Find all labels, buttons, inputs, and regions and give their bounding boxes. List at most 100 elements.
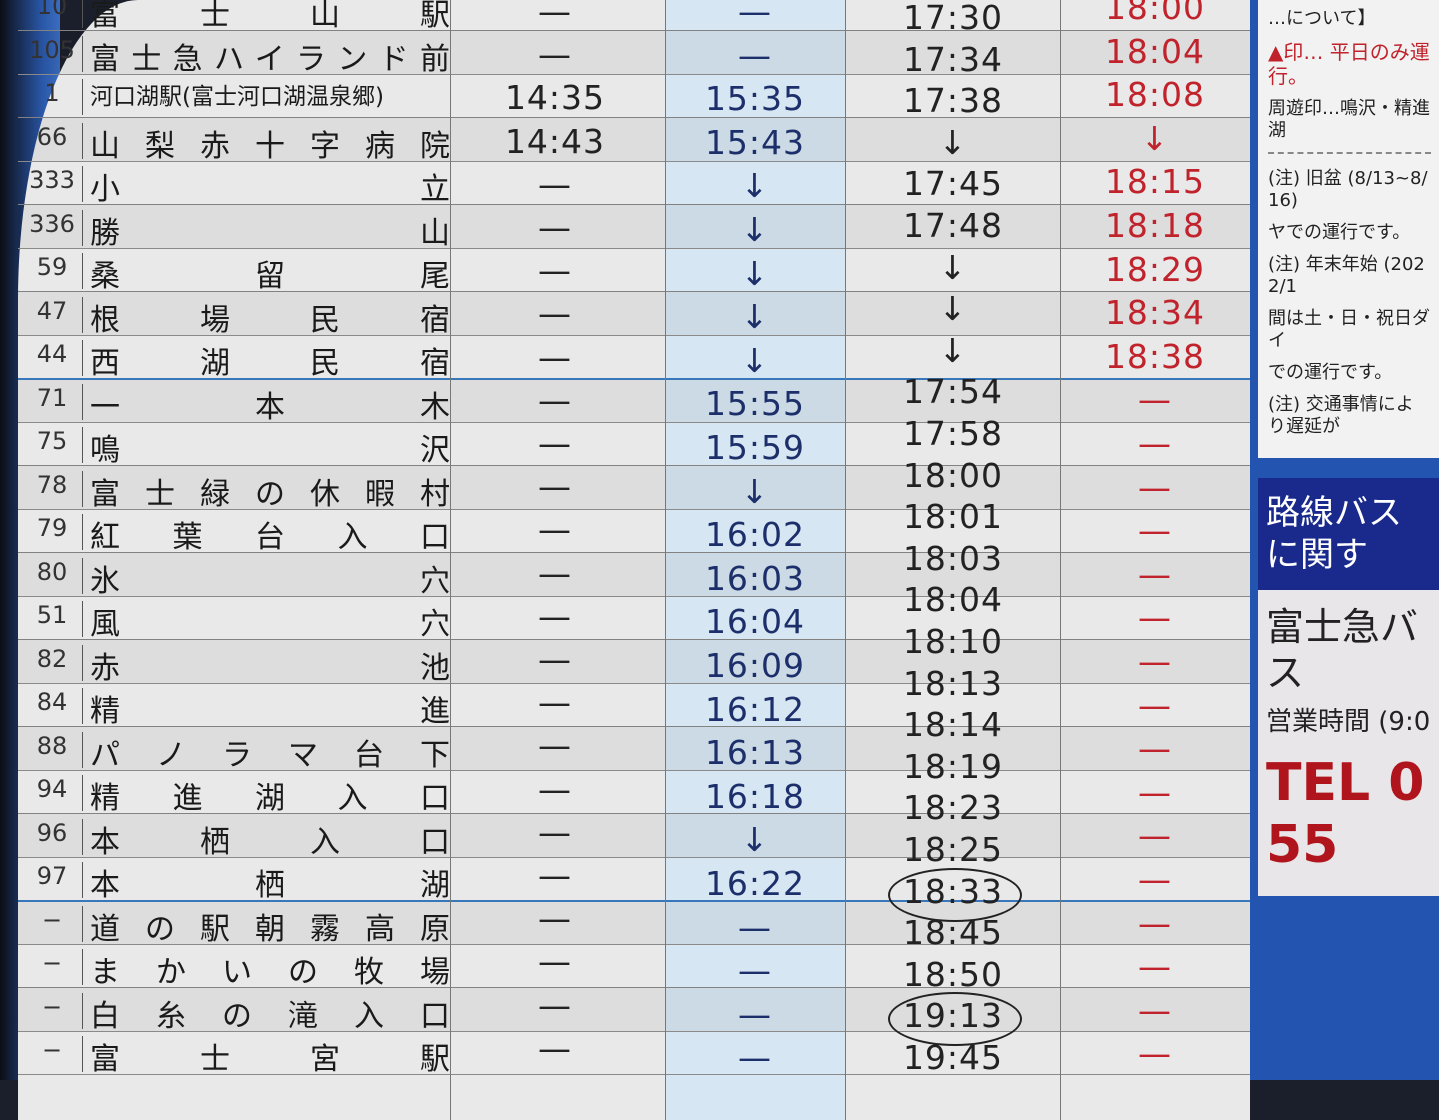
table-row: − まかいの牧場 [18,943,1250,990]
departure-time: 18:10 [902,622,1004,661]
stop-name: 河口湖駅(富士河口湖温泉郷) [90,84,384,110]
departure-time: ↓ [740,471,770,511]
stop-name: 白糸の滝入口 [90,998,450,1034]
stop-name: 道の駅朝霧高原 [90,911,450,947]
note-line: ▲印… 平日のみ運行。 [1268,40,1430,88]
departure-time: ↓ [938,122,968,162]
departure-time: — [538,208,572,247]
departure-time: — [538,596,572,636]
table-row: − 富士宮駅 [18,1030,1250,1077]
table-row: 97 本栖湖 [18,856,1250,903]
timetable-sheet [18,0,1250,1120]
departure-time: 14:43 [504,121,606,161]
departure-time: — [1138,511,1172,551]
departure-time: 17:54 [902,372,1004,412]
departure-time: ↓ [938,247,968,287]
notes-heading: …について】 [1268,8,1376,29]
stop-name: 富士緑の休暇村 [90,476,450,512]
departure-time: — [738,951,772,991]
departure-time: ↓ [740,820,770,860]
table-row: 10 富士山駅 [18,0,1250,33]
departure-time: — [1138,860,1172,899]
note-line: ヤでの運行です。 [1268,222,1411,243]
contact-panel: 路線バスに関す 富士急バス 営業時間 (9:0 TEL 055 [1258,478,1439,896]
departure-time: 16:12 [704,689,806,729]
stop-name: 本栖入口 [90,824,450,860]
stop-name: 小立 [90,172,450,207]
departure-time: — [538,640,572,679]
departure-time: 18:50 [902,954,1004,994]
departure-time: 15:59 [704,428,806,467]
stop-name: 富士急ハイランド前 [90,41,450,77]
departure-time: 17:48 [902,206,1004,245]
stop-name: 勝山 [90,215,450,251]
note-line: (注) 旧盆 (8/13~8/16) [1268,168,1428,211]
stop-name: 一本木 [90,389,450,425]
departure-time: 18:45 [902,913,1004,953]
departure-time: 18:14 [902,705,1004,745]
departure-time: — [538,35,572,75]
departure-time: — [538,683,572,723]
table-row: 75 鳴沢 [18,421,1250,468]
departure-time: 16:09 [704,646,806,685]
departure-time: 17:34 [902,39,1004,79]
departure-time: 16:18 [704,776,806,816]
departure-time: 18:15 [1104,162,1206,202]
departure-time: — [538,294,572,334]
departure-time: 15:35 [704,79,806,119]
departure-time: — [1138,380,1172,420]
departure-time: 14:35 [504,78,606,118]
departure-time: — [538,899,572,939]
stop-name: 富士宮駅 [90,1042,450,1077]
stop-number: 80 [22,557,83,594]
stop-number: 333 [22,166,83,202]
stop-number: 88 [22,731,83,768]
departure-time: — [538,769,572,809]
note-line: での運行です。 [1268,362,1393,383]
divider [1060,0,1061,1120]
departure-time: — [738,907,772,947]
departure-time: ↓ [938,289,968,329]
departure-time: 18:25 [902,830,1004,869]
departure-time: 15:43 [704,122,806,162]
departure-time: 18:00 [902,455,1004,495]
departure-time: 18:19 [902,746,1004,786]
stop-number: 44 [22,340,83,376]
departure-time: 19:45 [902,1038,1004,1077]
stop-name: 山梨赤十字病院 [90,128,450,164]
departure-time: 17:45 [902,164,1004,204]
departure-time: — [1138,424,1172,463]
departure-time: ↓ [740,166,770,206]
departure-time: — [738,1038,772,1078]
table-row: 94 精進湖入口 [18,769,1250,816]
business-hours: 営業時間 (9:0 [1266,707,1431,737]
departure-time: — [538,726,572,766]
departure-time: ↓ [740,340,770,380]
table-row: − 道の駅朝霧高原 [18,899,1250,947]
stop-name: 氷穴 [90,563,450,599]
notes-box: …について】 ▲印… 平日のみ運行。 周遊印…鳴沢・精進湖 (注) 旧盆 (8/… [1258,0,1439,458]
departure-time: 17:38 [902,81,1004,121]
stop-name: 桑留尾 [90,259,450,294]
stop-number: − [22,905,83,942]
departure-time: — [1138,947,1172,987]
stop-number: 78 [22,470,83,507]
phone-number: TEL 055 [1266,753,1425,875]
departure-time: — [538,424,572,463]
departure-time: — [1138,729,1172,769]
departure-time: — [1138,903,1172,943]
departure-time: 18:00 [1104,0,1206,27]
departure-time: — [1138,554,1172,594]
stop-number: 59 [22,253,83,289]
departure-time: — [538,553,572,593]
stop-number: 82 [22,644,83,681]
stop-name: 赤池 [90,650,450,686]
stop-number: 94 [22,775,83,811]
departure-time: — [1138,642,1172,681]
departure-time: — [538,380,572,420]
departure-time: 18:03 [902,538,1004,578]
stop-number: 97 [22,862,83,898]
departure-time: — [538,251,572,291]
table-row: 96 本栖入口 [18,812,1250,860]
departure-time: 18:01 [902,497,1004,537]
